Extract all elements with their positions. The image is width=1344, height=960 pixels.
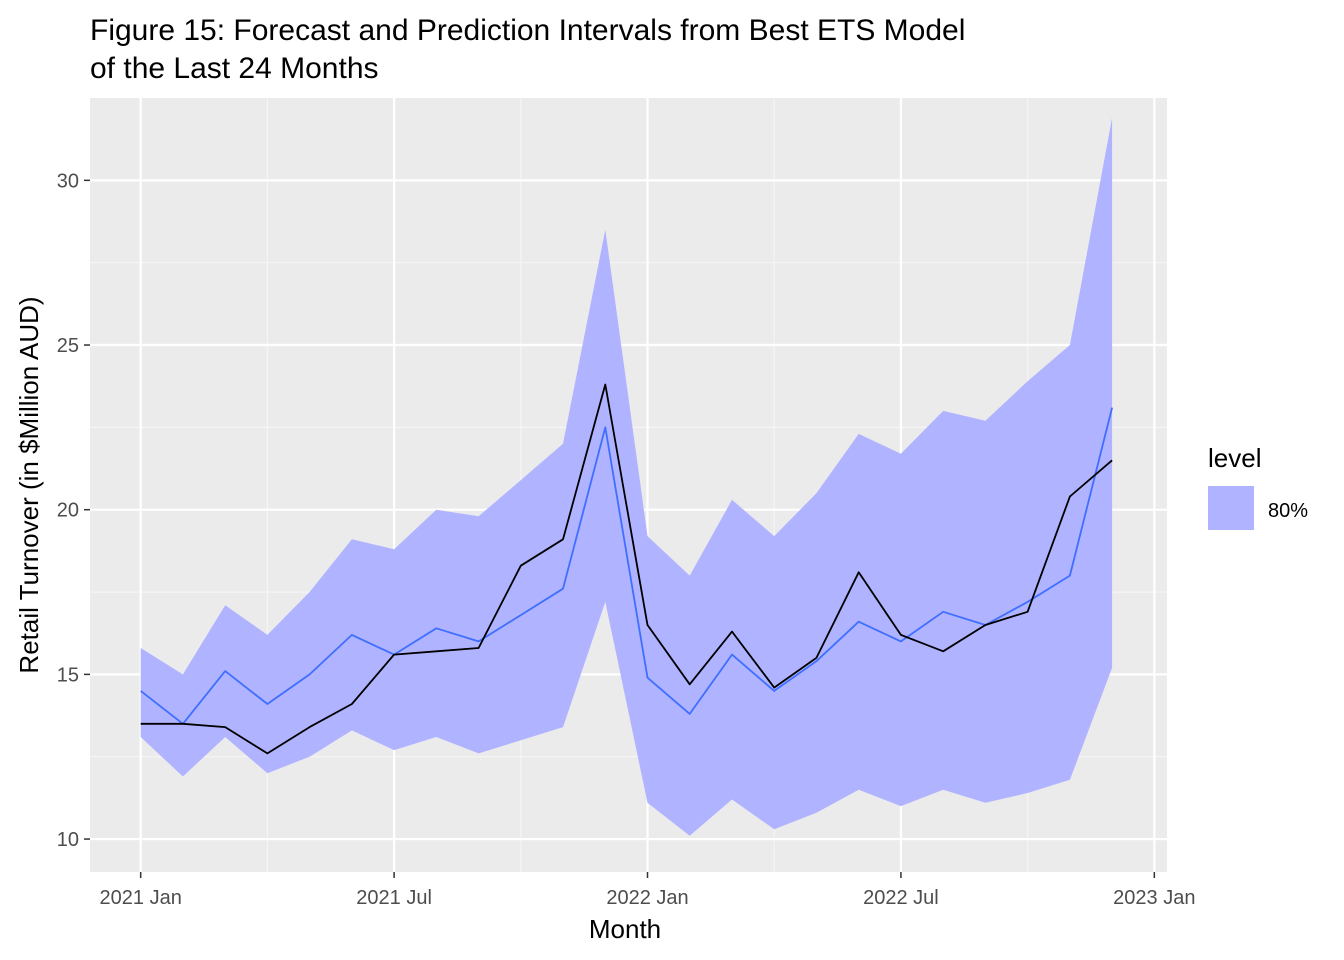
x-tick-label: 2023 Jan [1113, 887, 1195, 909]
forecast-line [140, 407, 1113, 725]
x-axis-title: Month [589, 914, 661, 944]
axes-layer: 10 15 20 25 30 2021 Jan 2021 Jul 2022 Jan 2022 J… [57, 170, 1196, 909]
legend-title: level [1208, 443, 1261, 473]
y-tick-label: 25 [57, 335, 79, 357]
x-tick-label: 2022 Jan [606, 887, 688, 909]
x-tick-label: 2022 Jul [863, 887, 939, 909]
y-tick-label: 30 [57, 170, 79, 192]
chart-title-line-1: Figure 15: Forecast and Prediction Inter… [90, 14, 965, 47]
legend-label-80: 80% [1268, 500, 1308, 522]
prediction-interval-80-band [140, 117, 1113, 836]
y-tick-label: 15 [57, 664, 79, 686]
x-tick-label: 2021 Jul [356, 887, 432, 909]
chart-title-line-2: of the Last 24 Months [90, 52, 379, 85]
y-axis-title: Retail Turnover (in $Million AUD) [14, 296, 44, 673]
legend: level 80% [1208, 443, 1308, 530]
y-tick-label: 10 [57, 829, 79, 851]
legend-swatch-80 [1208, 486, 1254, 530]
x-tick-label: 2021 Jan [100, 887, 182, 909]
actual-line [140, 383, 1113, 755]
series-lines-layer [140, 383, 1113, 755]
prediction-interval-ribbon-layer [140, 117, 1113, 836]
y-tick-label: 20 [57, 500, 79, 522]
